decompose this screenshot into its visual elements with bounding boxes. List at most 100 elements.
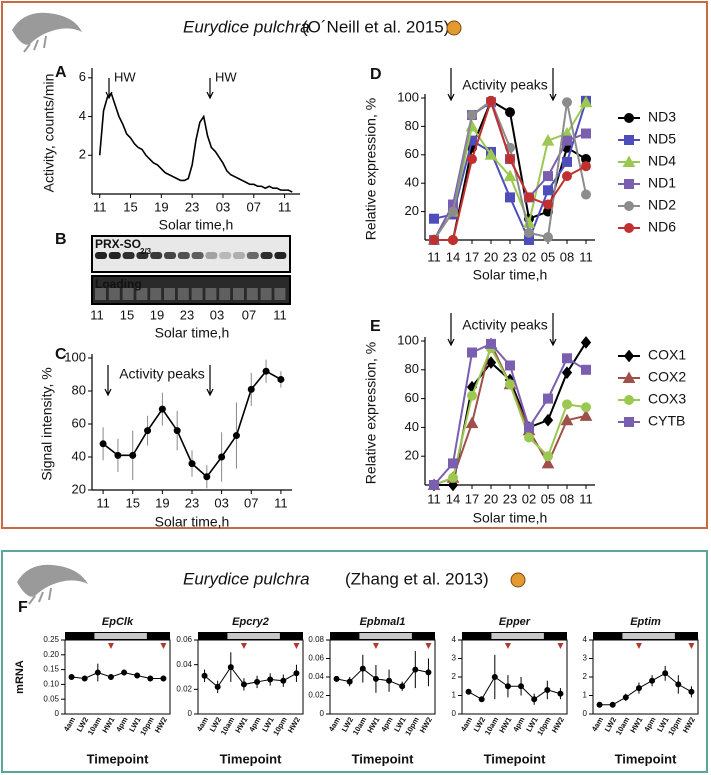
marker xyxy=(581,161,591,172)
legend-label: ND1 xyxy=(648,175,676,191)
x-tick-label: 4am xyxy=(459,715,474,733)
marker xyxy=(107,674,114,680)
loading-band xyxy=(205,288,217,300)
marker xyxy=(173,427,181,435)
marker xyxy=(448,472,458,483)
y-tick-label: 6 xyxy=(79,69,86,84)
marker xyxy=(201,672,208,679)
loading-band xyxy=(136,288,148,300)
marker xyxy=(524,192,534,203)
band-label: PRX-SO xyxy=(95,237,141,251)
band xyxy=(205,252,218,259)
marker xyxy=(524,227,534,238)
marker xyxy=(448,458,458,469)
marker xyxy=(505,154,515,165)
y-tick-label: 0.02 xyxy=(308,691,324,700)
y-tick-label: 0 xyxy=(188,709,193,718)
marker xyxy=(372,675,379,682)
hw-triangle xyxy=(504,643,511,649)
marker xyxy=(227,664,234,671)
marker xyxy=(624,113,634,123)
marker xyxy=(579,95,593,108)
citation: (O´Neill et al. 2015) xyxy=(302,17,449,36)
y-tick-label: 0 xyxy=(583,709,588,718)
marker xyxy=(386,677,393,684)
y-tick-label: 0 xyxy=(452,709,457,718)
legend-label: ND5 xyxy=(648,131,676,147)
x-tick-label: 11 xyxy=(427,491,441,506)
band xyxy=(260,252,273,259)
marker xyxy=(531,696,538,703)
legend-label: ND6 xyxy=(648,219,676,235)
marker xyxy=(518,683,525,690)
x-axis-label: Timepoint xyxy=(220,751,283,766)
x-tick-label: 4am xyxy=(195,715,210,733)
x-tick-label: 20 xyxy=(484,249,498,264)
x-tick-label: 10pm xyxy=(535,715,553,737)
x-axis-label: Solar time,h xyxy=(473,510,548,526)
x-tick-label: 10am xyxy=(86,715,104,736)
x-tick-label: HW1 xyxy=(365,715,381,734)
x-tick-label: HW2 xyxy=(550,715,566,734)
marker xyxy=(503,169,517,182)
x-tick-label: HW1 xyxy=(497,715,513,734)
marker xyxy=(544,686,551,693)
y-axis-label: mRNA xyxy=(14,660,26,694)
annotation: Activity peaks xyxy=(462,77,548,93)
marker xyxy=(562,171,572,182)
marker xyxy=(562,353,572,364)
x-tick-label: HW1 xyxy=(233,715,249,734)
panel-letter: C xyxy=(55,346,67,363)
x-tick-label: 10am xyxy=(219,715,237,736)
marker xyxy=(624,417,634,427)
y-tick-label: 100 xyxy=(397,89,419,104)
band xyxy=(164,252,176,259)
loading-band xyxy=(219,288,231,300)
annotation: Activity peaks xyxy=(119,366,205,382)
marker xyxy=(399,683,406,690)
marker xyxy=(359,665,366,672)
y-tick-label: 80 xyxy=(405,118,419,133)
y-tick-label: 0.25 xyxy=(43,635,59,644)
marker xyxy=(478,696,485,703)
x-tick-label: 03 xyxy=(216,199,230,214)
loading-band xyxy=(233,288,244,300)
y-tick-label: 0.08 xyxy=(308,635,324,644)
x-tick-label: 11 xyxy=(427,249,441,264)
x-tick-label: 15 xyxy=(123,199,137,214)
legend-label: ND4 xyxy=(648,153,676,169)
y-tick-label: 20 xyxy=(72,481,86,496)
x-tick-label: 23 xyxy=(185,495,199,510)
x-tick-label: 11 xyxy=(93,199,107,214)
lane-label: 23 xyxy=(180,307,194,322)
lane-label: 19 xyxy=(150,307,164,322)
chart-title: Epper xyxy=(499,616,531,628)
y-tick-label: 20 xyxy=(405,203,419,218)
x-axis-label: Timepoint xyxy=(87,751,150,766)
marker xyxy=(622,371,636,383)
lane-label: 11 xyxy=(90,307,104,322)
study-dot xyxy=(510,572,526,588)
band xyxy=(150,252,163,259)
x-tick-label: 11 xyxy=(278,199,292,214)
marker xyxy=(267,676,274,683)
marker xyxy=(609,701,616,708)
y-tick-label: 100 xyxy=(64,349,86,364)
x-axis-label: Solar time,h xyxy=(473,267,548,283)
plot-frame xyxy=(64,639,171,715)
x-tick-label: HW1 xyxy=(628,715,644,734)
x-tick-label: 10am xyxy=(351,715,369,736)
band xyxy=(274,252,287,259)
species-title: Eurydice pulchra xyxy=(183,17,310,36)
marker xyxy=(675,681,682,688)
marker xyxy=(486,338,496,349)
band xyxy=(233,252,245,259)
marker xyxy=(247,385,255,393)
band xyxy=(95,252,107,259)
marker xyxy=(561,366,573,379)
marker xyxy=(254,678,261,685)
lane-label: 15 xyxy=(120,307,134,322)
y-tick-label: 60 xyxy=(405,146,419,161)
arrow xyxy=(549,68,557,102)
y-tick-label: 2 xyxy=(452,672,457,681)
